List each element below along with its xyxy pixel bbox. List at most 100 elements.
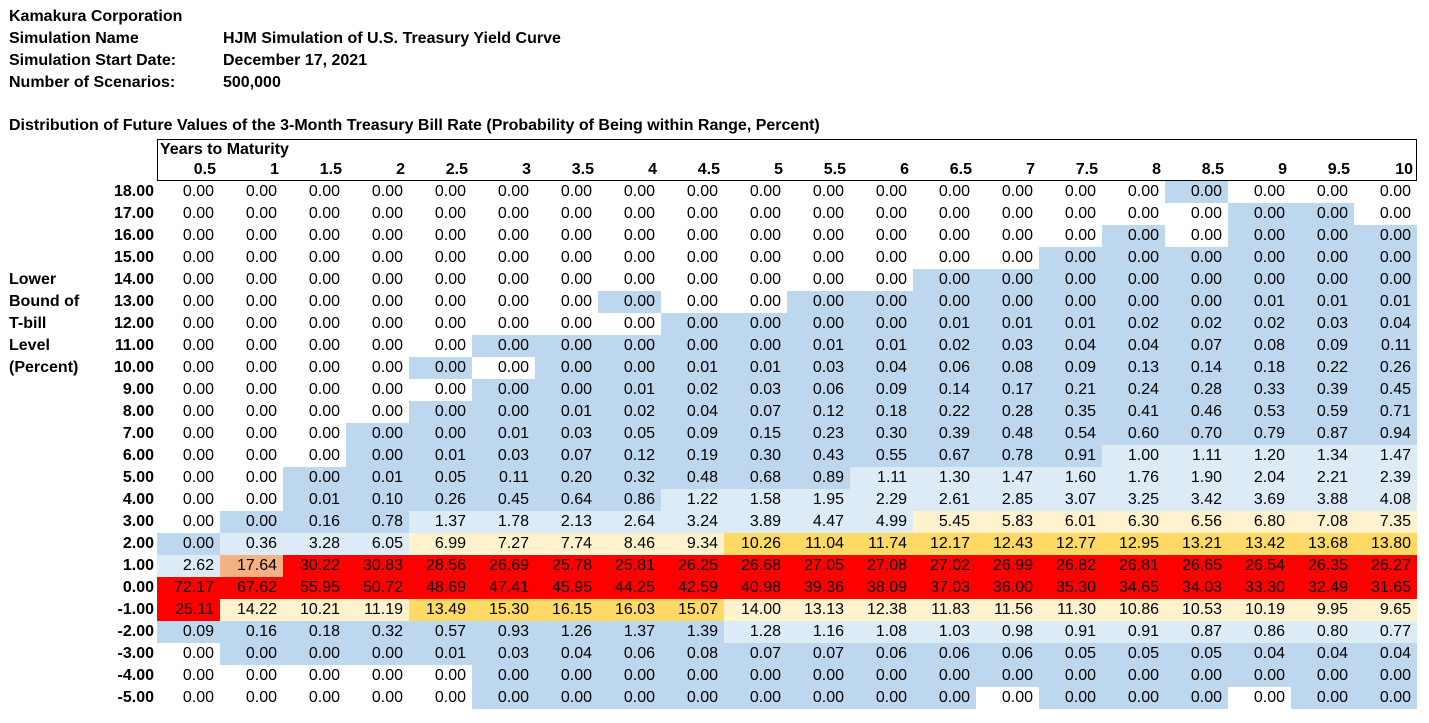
heatmap-cell: 3.89 [724,511,787,533]
column-header: 7 [1026,161,1035,178]
heatmap-cell: 0.00 [1228,269,1291,291]
heatmap-cell: 0.00 [1354,203,1417,225]
heatmap-cell: 0.00 [535,379,598,401]
heatmap-cell: 0.04 [1102,335,1165,357]
heatmap-cell: 0.24 [1102,379,1165,401]
heatmap-cell: 0.01 [661,357,724,379]
heatmap-cell: 1.60 [1039,467,1102,489]
heatmap-cell: 0.00 [346,269,409,291]
heatmap-cell: 0.01 [1291,291,1354,313]
heatmap-cell: 0.07 [724,643,787,665]
heatmap-cell: 0.68 [724,467,787,489]
column-header: 4 [648,161,657,178]
heatmap-cell: 0.00 [598,247,661,269]
heatmap-cell: 0.28 [1165,379,1228,401]
heatmap-cell: 4.08 [1354,489,1417,511]
heatmap-cell: 0.00 [850,181,913,203]
heatmap-cell: 0.02 [913,335,976,357]
row-header: 8.00 [122,403,154,420]
heatmap-cell: 0.00 [598,291,661,313]
heatmap-cell: 0.39 [913,423,976,445]
heatmap-cell: 0.00 [157,533,220,555]
heatmap-cell: 0.00 [157,665,220,687]
column-header: 4.5 [697,161,720,178]
heatmap-cell: 40.98 [724,577,787,599]
heatmap-cell: 0.71 [1354,401,1417,423]
row-header: 13.00 [113,293,154,310]
heatmap-cell: 3.69 [1228,489,1291,511]
heatmap-cell: 0.00 [346,181,409,203]
heatmap-cell: 0.00 [535,181,598,203]
heatmap-cell: 0.00 [1228,665,1291,687]
heatmap-cell: 0.00 [535,203,598,225]
heatmap-cell: 0.00 [283,423,346,445]
heatmap-cell: 0.00 [472,687,535,709]
heatmap-cell: 0.89 [787,467,850,489]
heatmap-cell: 0.00 [598,269,661,291]
start-date-value: December 17, 2021 [223,52,368,69]
heatmap-cell: 0.00 [157,225,220,247]
heatmap-cell: 0.00 [1228,181,1291,203]
heatmap-cell: 0.03 [724,379,787,401]
row-header: -2.00 [117,623,154,640]
heatmap-cell: 26.27 [1354,555,1417,577]
heatmap-cell: 0.00 [535,313,598,335]
heatmap-cell: 0.12 [787,401,850,423]
heatmap-cell: 13.13 [787,599,850,621]
heatmap-cell: 0.09 [850,379,913,401]
heatmap-cell: 0.00 [472,291,535,313]
heatmap-cell: 0.00 [535,335,598,357]
heatmap-cell: 0.28 [976,401,1039,423]
heatmap-cell: 0.00 [1102,269,1165,291]
heatmap-cell: 0.00 [787,665,850,687]
row-header: 18.00 [113,183,154,200]
heatmap-cell: 0.35 [1039,401,1102,423]
heatmap-cell: 0.00 [157,445,220,467]
heatmap-cell: 3.42 [1165,489,1228,511]
heatmap-cell: 0.00 [1291,269,1354,291]
heatmap-cell: 0.00 [346,335,409,357]
heatmap-cell: 27.05 [787,555,850,577]
heatmap-cell: 8.46 [598,533,661,555]
heatmap-cell: 0.20 [535,467,598,489]
heatmap-cell: 0.03 [535,423,598,445]
row-header: 2.00 [122,535,154,552]
heatmap-cell: 0.02 [1228,313,1291,335]
heatmap-cell: 0.06 [598,643,661,665]
heatmap-cell: 15.07 [661,599,724,621]
heatmap-cell: 0.04 [1354,313,1417,335]
heatmap-cell: 0.00 [283,687,346,709]
heatmap-cell: 1.20 [1228,445,1291,467]
row-header: 9.00 [122,381,154,398]
row-header: 16.00 [113,227,154,244]
heatmap-cell: 0.00 [472,665,535,687]
heatmap-cell: 0.03 [472,445,535,467]
heatmap-cell: 0.00 [220,225,283,247]
heatmap-cell: 0.01 [409,445,472,467]
heatmap-cell: 17.64 [220,555,283,577]
heatmap-cell: 0.06 [787,379,850,401]
heatmap-cell: 0.07 [787,643,850,665]
heatmap-cell: 0.00 [1039,225,1102,247]
row-axis-label-line: (Percent) [9,359,79,376]
heatmap-cell: 0.55 [850,445,913,467]
heatmap-cell: 7.27 [472,533,535,555]
heatmap-cell: 0.00 [220,423,283,445]
heatmap-cell: 42.59 [661,577,724,599]
heatmap-cell: 0.01 [787,335,850,357]
heatmap-cell: 34.65 [1102,577,1165,599]
heatmap-cell: 0.00 [157,489,220,511]
heatmap-cell: 0.00 [850,203,913,225]
heatmap-cell: 0.00 [283,225,346,247]
heatmap-cell: 0.00 [724,225,787,247]
heatmap-cell: 0.77 [1354,621,1417,643]
heatmap-cell: 0.00 [409,203,472,225]
heatmap-cell: 0.07 [724,401,787,423]
heatmap-cell: 0.00 [724,291,787,313]
heatmap-cell: 48.69 [409,577,472,599]
heatmap-cell: 0.00 [661,247,724,269]
heatmap-cell: 0.79 [1228,423,1291,445]
row-header: 6.00 [122,447,154,464]
heatmap-cell: 0.10 [346,489,409,511]
heatmap-cell: 0.00 [724,269,787,291]
